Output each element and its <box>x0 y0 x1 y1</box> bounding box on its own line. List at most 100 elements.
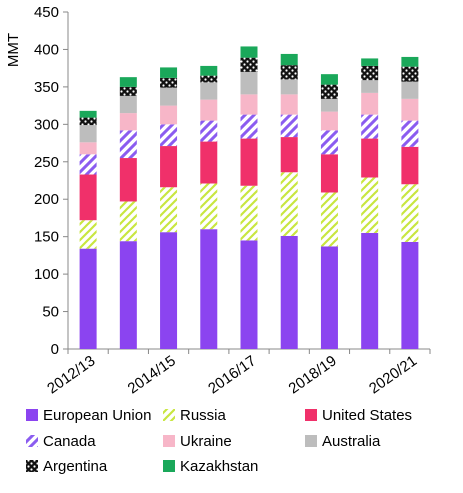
bar-segment-canada <box>320 130 338 155</box>
bar-segment-australia <box>280 79 298 95</box>
bar-segment-kazakhstan <box>240 46 258 58</box>
bar-segment-canada <box>280 114 298 138</box>
bar-segment-canada <box>361 114 379 139</box>
y-tick-label: 0 <box>51 341 59 358</box>
legend-swatch <box>305 409 317 421</box>
bar-segment-kazakhstan <box>200 65 218 76</box>
legend-label: Canada <box>43 433 96 450</box>
bar-segment-canada <box>240 114 258 139</box>
bar-segment-australia <box>160 87 178 106</box>
bar-segment-ukraine <box>361 92 379 115</box>
bar-segment-european-union <box>401 241 419 349</box>
legend-item-european-union: European Union <box>26 407 151 424</box>
legend-swatch <box>163 435 175 447</box>
bar-segment-russia <box>160 187 178 233</box>
bar-segment-russia <box>79 220 97 249</box>
legend-label: European Union <box>43 407 151 424</box>
bar-segment-ukraine <box>119 113 137 131</box>
legend-swatch <box>26 435 38 447</box>
legend-item-canada: Canada <box>26 433 96 450</box>
bar-stack-2018-19 <box>320 74 338 349</box>
x-tick-label: 2014/15 <box>125 352 179 397</box>
x-tick-label: 2020/21 <box>366 352 420 397</box>
bar-segment-european-union <box>119 241 137 349</box>
bar-stack-2015-16 <box>200 65 218 349</box>
bar-segment-australia <box>320 98 338 112</box>
bar-segment-russia <box>240 185 258 241</box>
bar-segment-argentina <box>119 86 137 96</box>
bar-segment-canada <box>119 130 137 159</box>
legend-item-australia: Australia <box>305 433 381 450</box>
legend-swatch <box>305 435 317 447</box>
y-tick-label: 100 <box>34 266 59 283</box>
bar-segment-united-states <box>240 138 258 186</box>
bar-segment-canada <box>401 120 419 147</box>
x-tick-label: 2012/13 <box>44 352 98 397</box>
legend-swatch <box>163 460 175 472</box>
y-tick-label: 200 <box>34 191 59 208</box>
bar-segment-argentina <box>79 117 97 126</box>
bar-segment-russia <box>320 192 338 247</box>
y-axis-title: MMT <box>5 33 22 67</box>
bar-segment-kazakhstan <box>160 67 178 78</box>
bar-segment-argentina <box>401 66 419 82</box>
bar-segment-united-states <box>280 137 298 173</box>
bar-segment-argentina <box>240 57 258 72</box>
bar-stack-2013-14 <box>119 77 137 349</box>
legend-item-argentina: Argentina <box>26 458 108 475</box>
bar-segment-australia <box>401 81 419 99</box>
bar-segment-united-states <box>119 158 137 202</box>
bar-segment-kazakhstan <box>361 58 379 66</box>
y-tick-label: 400 <box>34 41 59 58</box>
bar-segment-ukraine <box>240 94 258 115</box>
bar-segment-russia <box>200 183 218 230</box>
bar-segment-european-union <box>200 229 218 349</box>
bar-segment-russia <box>119 201 137 242</box>
legend-item-united-states: United States <box>305 407 412 424</box>
bar-segment-united-states <box>401 146 419 185</box>
bar-segment-canada <box>160 124 178 147</box>
y-tick-label: 150 <box>34 229 59 246</box>
bar-stack-2012-13 <box>79 110 97 349</box>
bar-segment-kazakhstan <box>401 56 419 67</box>
bar-stack-2017-18 <box>280 53 298 349</box>
y-tick-label: 450 <box>34 4 59 21</box>
bar-segment-united-states <box>361 138 379 178</box>
bar-segment-european-union <box>280 235 298 349</box>
bar-segment-argentina <box>200 75 218 83</box>
bar-segment-australia <box>200 82 218 100</box>
y-tick-label: 350 <box>34 79 59 96</box>
bar-segment-united-states <box>320 154 338 193</box>
bar-segment-kazakhstan <box>79 110 97 118</box>
legend-swatch <box>26 460 38 472</box>
bar-segment-argentina <box>160 77 178 88</box>
bar-stack-2019-20 <box>361 58 379 349</box>
legend-label: Kazakhstan <box>180 458 258 475</box>
bar-segment-ukraine <box>280 94 298 115</box>
bar-segment-argentina <box>320 84 338 99</box>
bar-segment-ukraine <box>320 111 338 131</box>
bar-segment-australia <box>79 125 97 143</box>
bar-segment-australia <box>119 95 137 114</box>
legend-item-ukraine: Ukraine <box>163 433 232 450</box>
x-tick-label: 2016/17 <box>205 352 259 397</box>
legend-item-russia: Russia <box>163 407 227 424</box>
bar-segment-united-states <box>79 174 97 221</box>
bar-segment-argentina <box>361 65 379 81</box>
bar-segment-ukraine <box>401 98 419 121</box>
bar-segment-russia <box>361 177 379 233</box>
bar-segment-european-union <box>240 240 258 349</box>
bar-segment-canada <box>200 120 218 142</box>
bar-segment-russia <box>401 184 419 242</box>
legend-label: Australia <box>322 433 381 450</box>
bar-segment-european-union <box>320 246 338 349</box>
bar-segment-russia <box>280 172 298 236</box>
legend-label: Ukraine <box>180 433 232 450</box>
legend-item-kazakhstan: Kazakhstan <box>163 458 258 475</box>
x-tick-label: 2018/19 <box>286 352 340 397</box>
bar-segment-european-union <box>361 232 379 349</box>
legend-label: United States <box>322 407 412 424</box>
bar-segment-kazakhstan <box>280 53 298 66</box>
bar-segment-kazakhstan <box>119 77 137 87</box>
